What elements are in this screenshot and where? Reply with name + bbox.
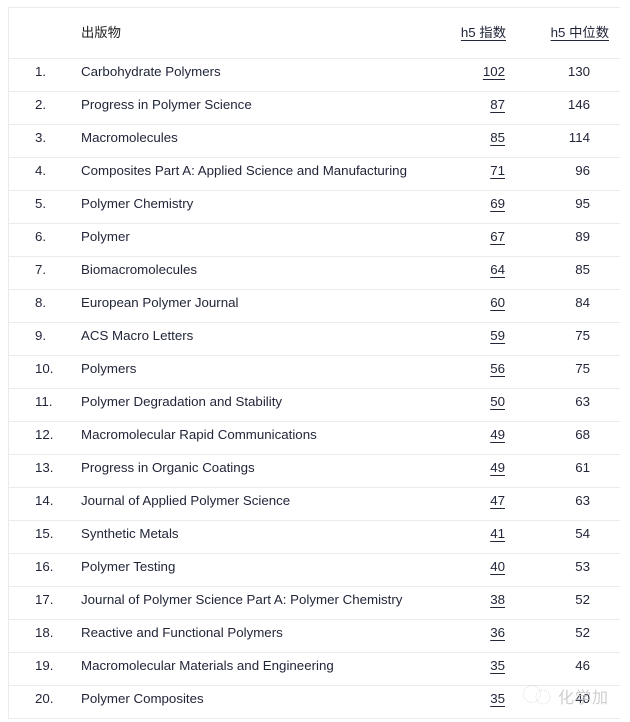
svg-text:化学加: 化学加 <box>558 689 609 707</box>
